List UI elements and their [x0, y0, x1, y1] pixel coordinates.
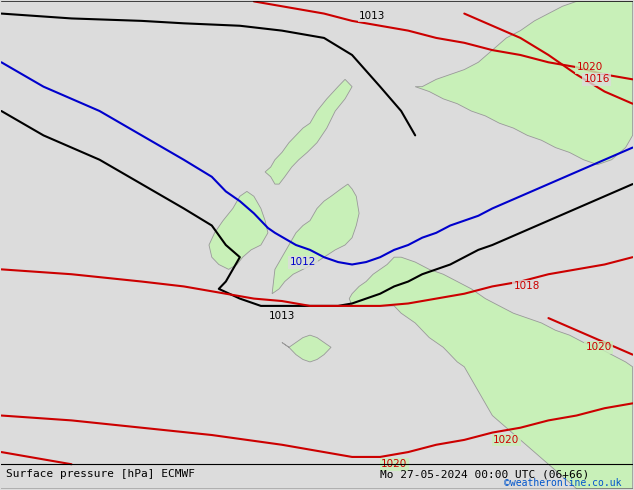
Text: Surface pressure [hPa] ECMWF: Surface pressure [hPa] ECMWF [6, 469, 195, 479]
Polygon shape [272, 184, 359, 294]
Text: ©weatheronline.co.uk: ©weatheronline.co.uk [504, 478, 621, 488]
Polygon shape [265, 79, 352, 184]
Text: Mo 27-05-2024 00:00 UTC (06+66): Mo 27-05-2024 00:00 UTC (06+66) [380, 469, 590, 479]
Text: 1020: 1020 [576, 62, 603, 72]
Text: 1012: 1012 [290, 257, 316, 267]
Text: 1013: 1013 [269, 311, 295, 321]
Text: 1020: 1020 [493, 435, 519, 445]
Polygon shape [282, 335, 331, 362]
Polygon shape [209, 192, 268, 270]
Text: 1018: 1018 [514, 281, 540, 292]
Polygon shape [349, 257, 633, 489]
Text: 1020: 1020 [381, 460, 407, 469]
Text: 1020: 1020 [585, 343, 612, 352]
Polygon shape [415, 1, 633, 165]
Text: 1013: 1013 [359, 11, 385, 21]
Text: 1016: 1016 [583, 74, 610, 84]
